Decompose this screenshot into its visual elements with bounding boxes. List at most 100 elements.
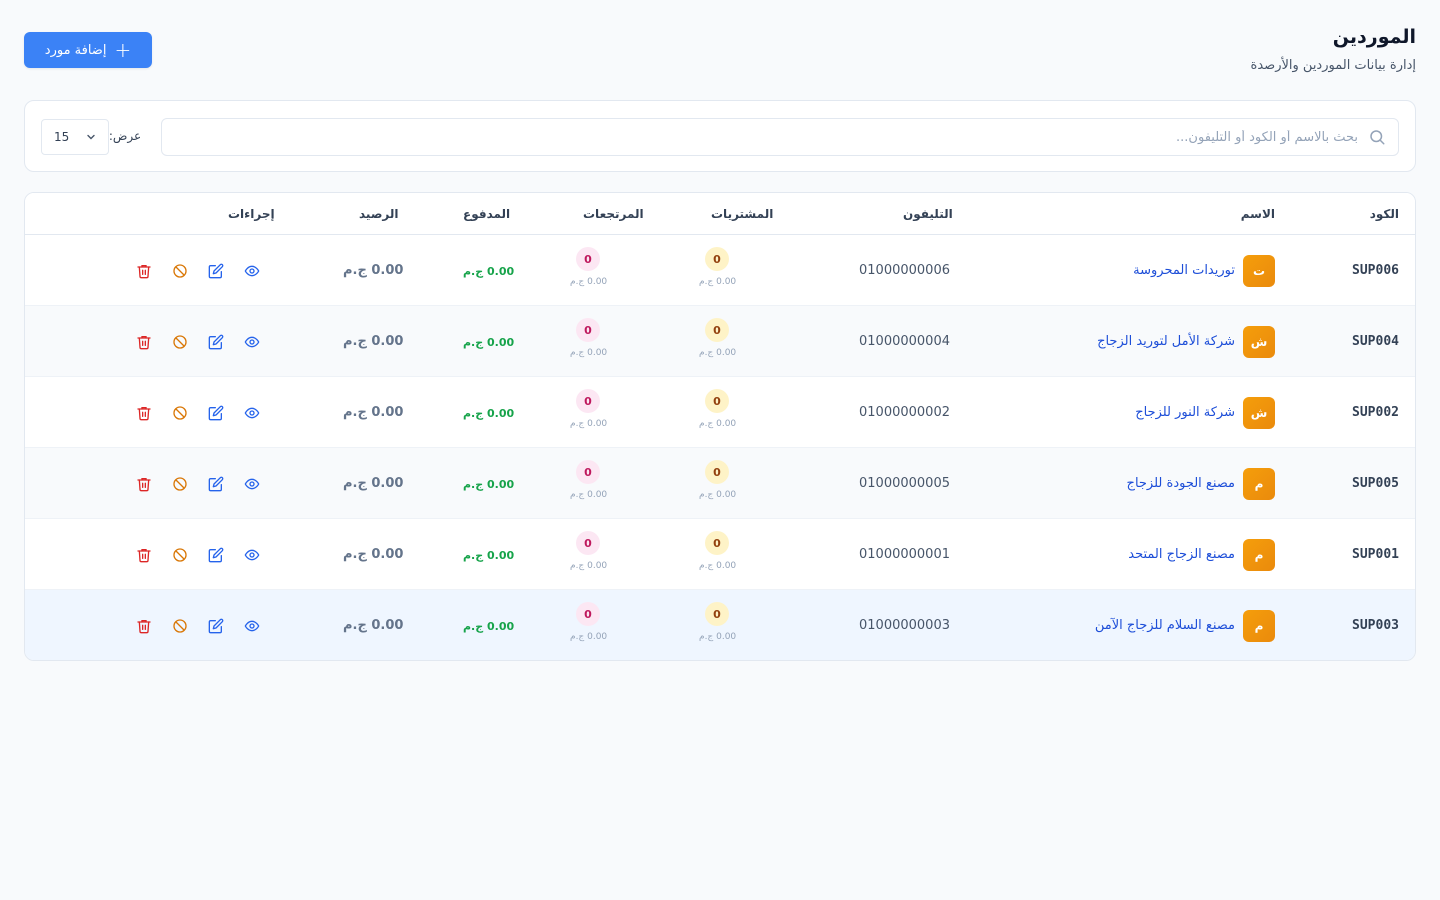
search-box[interactable] bbox=[161, 118, 1399, 156]
page-title: الموردين bbox=[1332, 26, 1416, 48]
avatar: ش bbox=[1243, 326, 1275, 358]
edit-icon[interactable] bbox=[208, 334, 224, 350]
page-size-value: 15 bbox=[54, 130, 70, 144]
returns-amount: 0.00 ج.م bbox=[570, 419, 608, 429]
supplier-code: SUP002 bbox=[1352, 405, 1399, 420]
supplier-phone: 01000000004 bbox=[859, 334, 950, 349]
chevron-down-icon bbox=[87, 134, 95, 140]
returns-count-badge: 0 bbox=[576, 531, 600, 555]
table-row[interactable]: SUP003 م مصنع السلام للزجاج الآمن 010000… bbox=[25, 590, 1415, 660]
ban-icon[interactable] bbox=[172, 618, 188, 634]
table-row[interactable]: SUP002 ش شركة النور للزجاج 01000000002 0… bbox=[25, 377, 1415, 448]
filters-card: عرض: 15 bbox=[24, 100, 1416, 172]
supplier-phone: 01000000002 bbox=[859, 405, 950, 420]
purchases-count-badge: 0 bbox=[705, 531, 729, 555]
col-phone[interactable]: التليفون bbox=[903, 207, 953, 221]
page-subtitle: إدارة بيانات الموردين والأرصدة bbox=[1250, 58, 1416, 73]
ban-icon[interactable] bbox=[172, 263, 188, 279]
purchases-amount: 0.00 ج.م bbox=[699, 490, 737, 500]
paid-amount: 0.00 ج.م bbox=[463, 336, 515, 349]
edit-icon[interactable] bbox=[208, 263, 224, 279]
eye-icon[interactable] bbox=[244, 547, 260, 563]
suppliers-page: الموردين إدارة بيانات الموردين والأرصدة … bbox=[24, 0, 1416, 900]
purchases-amount: 0.00 ج.م bbox=[699, 561, 737, 571]
avatar: م bbox=[1243, 539, 1275, 571]
ban-icon[interactable] bbox=[172, 547, 188, 563]
supplier-code: SUP006 bbox=[1352, 263, 1399, 278]
returns-count-badge: 0 bbox=[576, 318, 600, 342]
col-purchases[interactable]: المشتريات bbox=[711, 207, 774, 221]
page-header: الموردين إدارة بيانات الموردين والأرصدة … bbox=[24, 26, 1416, 86]
avatar: ت bbox=[1243, 255, 1275, 287]
trash-icon[interactable] bbox=[136, 547, 152, 563]
supplier-name-link[interactable]: مصنع الجودة للزجاج bbox=[1126, 476, 1235, 491]
search-input[interactable] bbox=[178, 119, 1358, 155]
table-header: الكود الاسم التليفون المشتريات المرتجعات… bbox=[25, 193, 1415, 235]
add-supplier-button[interactable]: + إضافة مورد bbox=[24, 32, 152, 68]
eye-icon[interactable] bbox=[244, 334, 260, 350]
ban-icon[interactable] bbox=[172, 476, 188, 492]
plus-icon: + bbox=[114, 38, 132, 62]
paid-amount: 0.00 ج.م bbox=[463, 549, 515, 562]
supplier-phone: 01000000003 bbox=[859, 618, 950, 633]
search-icon bbox=[1370, 130, 1385, 145]
table-row[interactable]: SUP004 ش شركة الأمل لتوريد الزجاج 010000… bbox=[25, 306, 1415, 377]
paid-amount: 0.00 ج.م bbox=[463, 620, 515, 633]
col-code[interactable]: الكود bbox=[1369, 207, 1399, 221]
purchases-count-badge: 0 bbox=[705, 247, 729, 271]
returns-count-badge: 0 bbox=[576, 460, 600, 484]
supplier-name-link[interactable]: مصنع السلام للزجاج الآمن bbox=[1094, 618, 1235, 633]
returns-count-badge: 0 bbox=[576, 389, 600, 413]
supplier-name-link[interactable]: مصنع الزجاج المتحد bbox=[1128, 547, 1235, 562]
balance-amount: 0.00 ج.م bbox=[343, 334, 404, 349]
balance-amount: 0.00 ج.م bbox=[343, 618, 404, 633]
purchases-amount: 0.00 ج.م bbox=[699, 277, 737, 287]
purchases-amount: 0.00 ج.م bbox=[699, 348, 737, 358]
ban-icon[interactable] bbox=[172, 405, 188, 421]
avatar: م bbox=[1243, 468, 1275, 500]
returns-amount: 0.00 ج.م bbox=[570, 561, 608, 571]
ban-icon[interactable] bbox=[172, 334, 188, 350]
table-row[interactable]: SUP006 ت توريدات المحروسة 01000000006 0 … bbox=[25, 235, 1415, 306]
returns-amount: 0.00 ج.م bbox=[570, 632, 608, 642]
trash-icon[interactable] bbox=[136, 476, 152, 492]
returns-count-badge: 0 bbox=[576, 247, 600, 271]
returns-amount: 0.00 ج.م bbox=[570, 490, 608, 500]
trash-icon[interactable] bbox=[136, 334, 152, 350]
trash-icon[interactable] bbox=[136, 263, 152, 279]
page-size-label: عرض: bbox=[108, 129, 142, 143]
edit-icon[interactable] bbox=[208, 405, 224, 421]
col-returns[interactable]: المرتجعات bbox=[583, 207, 644, 221]
supplier-code: SUP003 bbox=[1352, 618, 1399, 633]
eye-icon[interactable] bbox=[244, 405, 260, 421]
supplier-code: SUP005 bbox=[1352, 476, 1399, 491]
paid-amount: 0.00 ج.م bbox=[463, 265, 515, 278]
eye-icon[interactable] bbox=[244, 263, 260, 279]
supplier-code: SUP004 bbox=[1352, 334, 1399, 349]
supplier-name-link[interactable]: شركة الأمل لتوريد الزجاج bbox=[1097, 334, 1235, 349]
trash-icon[interactable] bbox=[136, 618, 152, 634]
col-balance[interactable]: الرصيد bbox=[359, 207, 399, 221]
col-paid[interactable]: المدفوع bbox=[463, 207, 511, 221]
supplier-name-link[interactable]: شركة النور للزجاج bbox=[1135, 405, 1235, 420]
edit-icon[interactable] bbox=[208, 618, 224, 634]
edit-icon[interactable] bbox=[208, 547, 224, 563]
balance-amount: 0.00 ج.م bbox=[343, 263, 404, 278]
table-row[interactable]: SUP005 م مصنع الجودة للزجاج 01000000005 … bbox=[25, 448, 1415, 519]
supplier-name-link[interactable]: توريدات المحروسة bbox=[1133, 263, 1235, 278]
page-size-select[interactable]: 15 bbox=[41, 119, 109, 155]
purchases-amount: 0.00 ج.م bbox=[699, 632, 737, 642]
returns-count-badge: 0 bbox=[576, 602, 600, 626]
edit-icon[interactable] bbox=[208, 476, 224, 492]
eye-icon[interactable] bbox=[244, 476, 260, 492]
paid-amount: 0.00 ج.م bbox=[463, 478, 515, 491]
avatar: م bbox=[1243, 610, 1275, 642]
eye-icon[interactable] bbox=[244, 618, 260, 634]
purchases-count-badge: 0 bbox=[705, 602, 729, 626]
supplier-code: SUP001 bbox=[1352, 547, 1399, 562]
balance-amount: 0.00 ج.م bbox=[343, 476, 404, 491]
trash-icon[interactable] bbox=[136, 405, 152, 421]
table-row[interactable]: SUP001 م مصنع الزجاج المتحد 01000000001 … bbox=[25, 519, 1415, 590]
purchases-count-badge: 0 bbox=[705, 389, 729, 413]
col-name[interactable]: الاسم bbox=[1240, 207, 1275, 221]
